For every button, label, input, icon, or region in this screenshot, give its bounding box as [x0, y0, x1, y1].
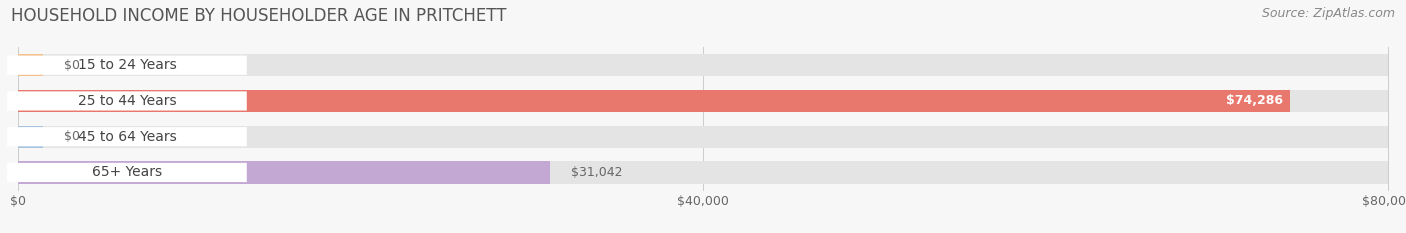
Text: 45 to 64 Years: 45 to 64 Years: [77, 130, 176, 144]
Bar: [18, 161, 1388, 184]
Bar: [18, 90, 1388, 112]
FancyBboxPatch shape: [7, 163, 247, 182]
FancyBboxPatch shape: [7, 91, 247, 110]
Text: 25 to 44 Years: 25 to 44 Years: [77, 94, 176, 108]
Text: 15 to 24 Years: 15 to 24 Years: [77, 58, 176, 72]
Bar: [18, 54, 1388, 76]
Text: Source: ZipAtlas.com: Source: ZipAtlas.com: [1261, 7, 1395, 20]
Bar: [18, 126, 1388, 148]
Text: HOUSEHOLD INCOME BY HOUSEHOLDER AGE IN PRITCHETT: HOUSEHOLD INCOME BY HOUSEHOLDER AGE IN P…: [11, 7, 506, 25]
Bar: [18, 90, 1291, 112]
Text: $0: $0: [63, 59, 80, 72]
Bar: [18, 161, 550, 184]
Bar: [18, 126, 42, 148]
FancyBboxPatch shape: [7, 127, 247, 146]
Text: 65+ Years: 65+ Years: [91, 165, 162, 179]
Bar: [18, 54, 42, 76]
FancyBboxPatch shape: [7, 56, 247, 75]
Text: $0: $0: [63, 130, 80, 143]
Text: $31,042: $31,042: [571, 166, 623, 179]
Text: $74,286: $74,286: [1226, 94, 1284, 107]
